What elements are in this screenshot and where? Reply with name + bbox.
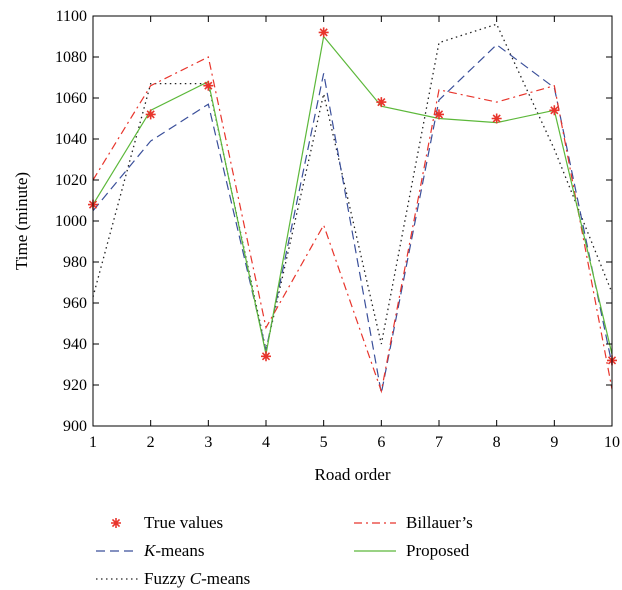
legend-label: Proposed <box>406 541 470 560</box>
series-billauer-s <box>92 56 613 394</box>
series-proposed <box>92 35 613 355</box>
x-tick-label: 3 <box>204 434 212 451</box>
legend-item: True values <box>111 513 223 532</box>
x-tick-label: 1 <box>89 434 97 451</box>
legend-item: Fuzzy C-means <box>96 569 250 588</box>
data-point <box>145 109 156 120</box>
data-point <box>491 113 502 124</box>
data-point <box>261 351 271 362</box>
y-tick-label: 920 <box>63 377 87 394</box>
y-tick-label: 1020 <box>55 172 87 189</box>
data-point <box>549 105 560 116</box>
legend-label: Billauer’s <box>406 513 473 532</box>
y-tick-label: 1040 <box>55 131 87 148</box>
y-tick-label: 1080 <box>55 49 87 66</box>
axis-ticks: 900 920 940 960 980 1000 1020 1040 1060 1080 1100 1… <box>55 8 620 451</box>
series-k-means <box>92 43 613 394</box>
legend-label: True values <box>144 513 223 532</box>
data-point <box>203 80 214 91</box>
legend-item: Proposed <box>354 541 470 560</box>
data-point <box>434 109 444 120</box>
y-tick-label: 940 <box>63 336 87 353</box>
series-true-values <box>88 27 617 366</box>
plot-area <box>88 23 617 394</box>
series-line <box>92 56 613 394</box>
x-tick-label: 4 <box>262 434 270 451</box>
y-tick-label: 980 <box>63 254 87 271</box>
x-tick-label: 8 <box>493 434 501 451</box>
legend-label: Fuzzy C-means <box>144 569 250 588</box>
y-tick-label: 1100 <box>56 8 87 25</box>
legend-item: Billauer’s <box>354 513 473 532</box>
y-tick-label: 900 <box>63 418 87 435</box>
y-tick-label: 1060 <box>55 90 87 107</box>
y-tick-label: 960 <box>63 295 87 312</box>
x-tick-label: 7 <box>435 434 443 451</box>
data-point <box>318 27 329 38</box>
legend-item: K-means <box>96 541 204 560</box>
data-point <box>376 97 387 108</box>
legend: True values K-means Fuzzy C-means Billauer’… <box>96 513 473 588</box>
x-tick-label: 10 <box>604 434 620 451</box>
x-tick-label: 5 <box>320 434 328 451</box>
x-tick-label: 2 <box>147 434 155 451</box>
plot-frame <box>92 15 613 427</box>
series-line <box>92 43 613 394</box>
series-line <box>92 35 613 355</box>
y-tick-label: 1000 <box>55 213 87 230</box>
y-axis-label: Time (minute) <box>12 172 31 270</box>
x-tick-label: 6 <box>377 434 385 451</box>
x-axis-label: Road order <box>314 465 390 484</box>
legend-label: K-means <box>143 541 204 560</box>
legend-swatch <box>111 518 121 528</box>
x-tick-label: 9 <box>550 434 558 451</box>
